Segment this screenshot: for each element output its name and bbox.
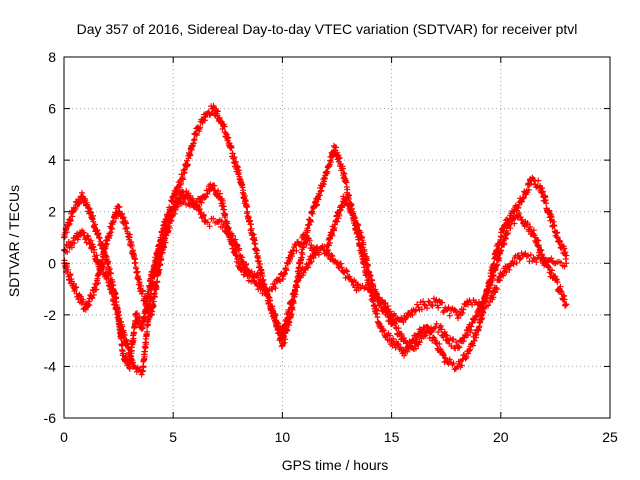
y-tick-label: -4 bbox=[44, 358, 57, 374]
y-tick-label: 6 bbox=[48, 101, 56, 117]
series-trace bbox=[61, 102, 569, 373]
chart-title: Day 357 of 2016, Sidereal Day-to-day VTE… bbox=[77, 21, 578, 37]
data-series bbox=[61, 102, 570, 378]
data-point bbox=[421, 301, 428, 308]
x-tick-label: 20 bbox=[493, 429, 509, 445]
y-tick-label: -6 bbox=[44, 410, 57, 426]
data-point bbox=[563, 260, 570, 267]
x-axis-label: GPS time / hours bbox=[282, 457, 389, 473]
x-tick-label: 0 bbox=[60, 429, 68, 445]
y-tick-label: 2 bbox=[48, 204, 56, 220]
x-tick-label: 10 bbox=[275, 429, 291, 445]
y-axis-label: SDTVAR / TECUs bbox=[6, 185, 22, 297]
series-trace-1 bbox=[61, 102, 570, 373]
x-tick-label: 5 bbox=[169, 429, 177, 445]
y-tick-label: 8 bbox=[48, 49, 56, 65]
y-tick-label: 4 bbox=[48, 152, 56, 168]
data-point bbox=[530, 255, 537, 262]
grid-lines bbox=[64, 57, 610, 418]
axis-ticks: 0 5 10 15 20 25 -6 -4 -2 0 2 4 6 8 bbox=[44, 49, 618, 445]
y-tick-label: -2 bbox=[44, 307, 57, 323]
y-tick-label: 0 bbox=[48, 255, 56, 271]
x-tick-label: 25 bbox=[602, 429, 618, 445]
plot-frame bbox=[63, 56, 611, 419]
x-tick-label: 15 bbox=[384, 429, 400, 445]
